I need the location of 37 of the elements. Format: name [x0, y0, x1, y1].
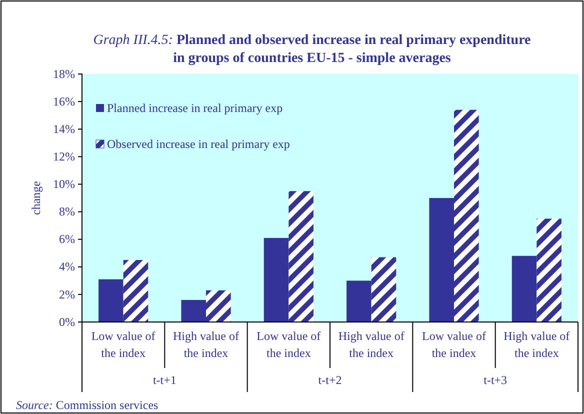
x-tick-label: High value of the index [338, 329, 404, 360]
x-tick-label: Low value of the index [422, 329, 486, 360]
y-tick-label: 14% [53, 122, 75, 136]
bar [123, 260, 148, 322]
y-tick-label: 4% [59, 260, 75, 274]
legend-label: Planned increase in real primary exp [107, 101, 283, 115]
text: t-t+1 [152, 373, 176, 387]
y-tick-label: 6% [59, 232, 75, 246]
bar [181, 300, 206, 322]
bar [346, 280, 372, 322]
bar [512, 256, 537, 322]
text: t-t+3 [484, 373, 508, 387]
x-tick-label: Low value of the index [91, 329, 156, 360]
bar [454, 110, 479, 322]
source-note: Source: Commission services [16, 398, 159, 412]
bar [429, 198, 454, 322]
x-tick-label: Low value of the index [256, 329, 321, 360]
y-tick-label: 2% [59, 287, 75, 302]
text: t-t+2 [318, 373, 342, 387]
bar [264, 238, 289, 322]
y-tick-label: 16% [53, 94, 75, 108]
bar [206, 290, 231, 322]
x-tick-label: High value of the index [173, 329, 239, 360]
bar [536, 218, 562, 322]
x-tick-label: High value of the index [504, 329, 570, 360]
chart-title: Graph III.4.5: Planned and observed increase in real primary expenditure [93, 33, 531, 48]
y-tick-label: 10% [53, 177, 75, 192]
y-tick-label: 18% [53, 66, 75, 81]
y-tick-label: 12% [53, 150, 75, 164]
y-tick-label: 0% [59, 314, 75, 329]
chart-subtitle: in groups of countries EU-15 - simple averages [173, 51, 452, 66]
bar [371, 257, 396, 322]
bar [288, 191, 314, 322]
y-tick-label: 8% [59, 204, 75, 219]
y-axis-title: change [29, 181, 43, 215]
legend-label: Observed increase in real primary exp [107, 137, 290, 151]
bar [98, 279, 124, 322]
